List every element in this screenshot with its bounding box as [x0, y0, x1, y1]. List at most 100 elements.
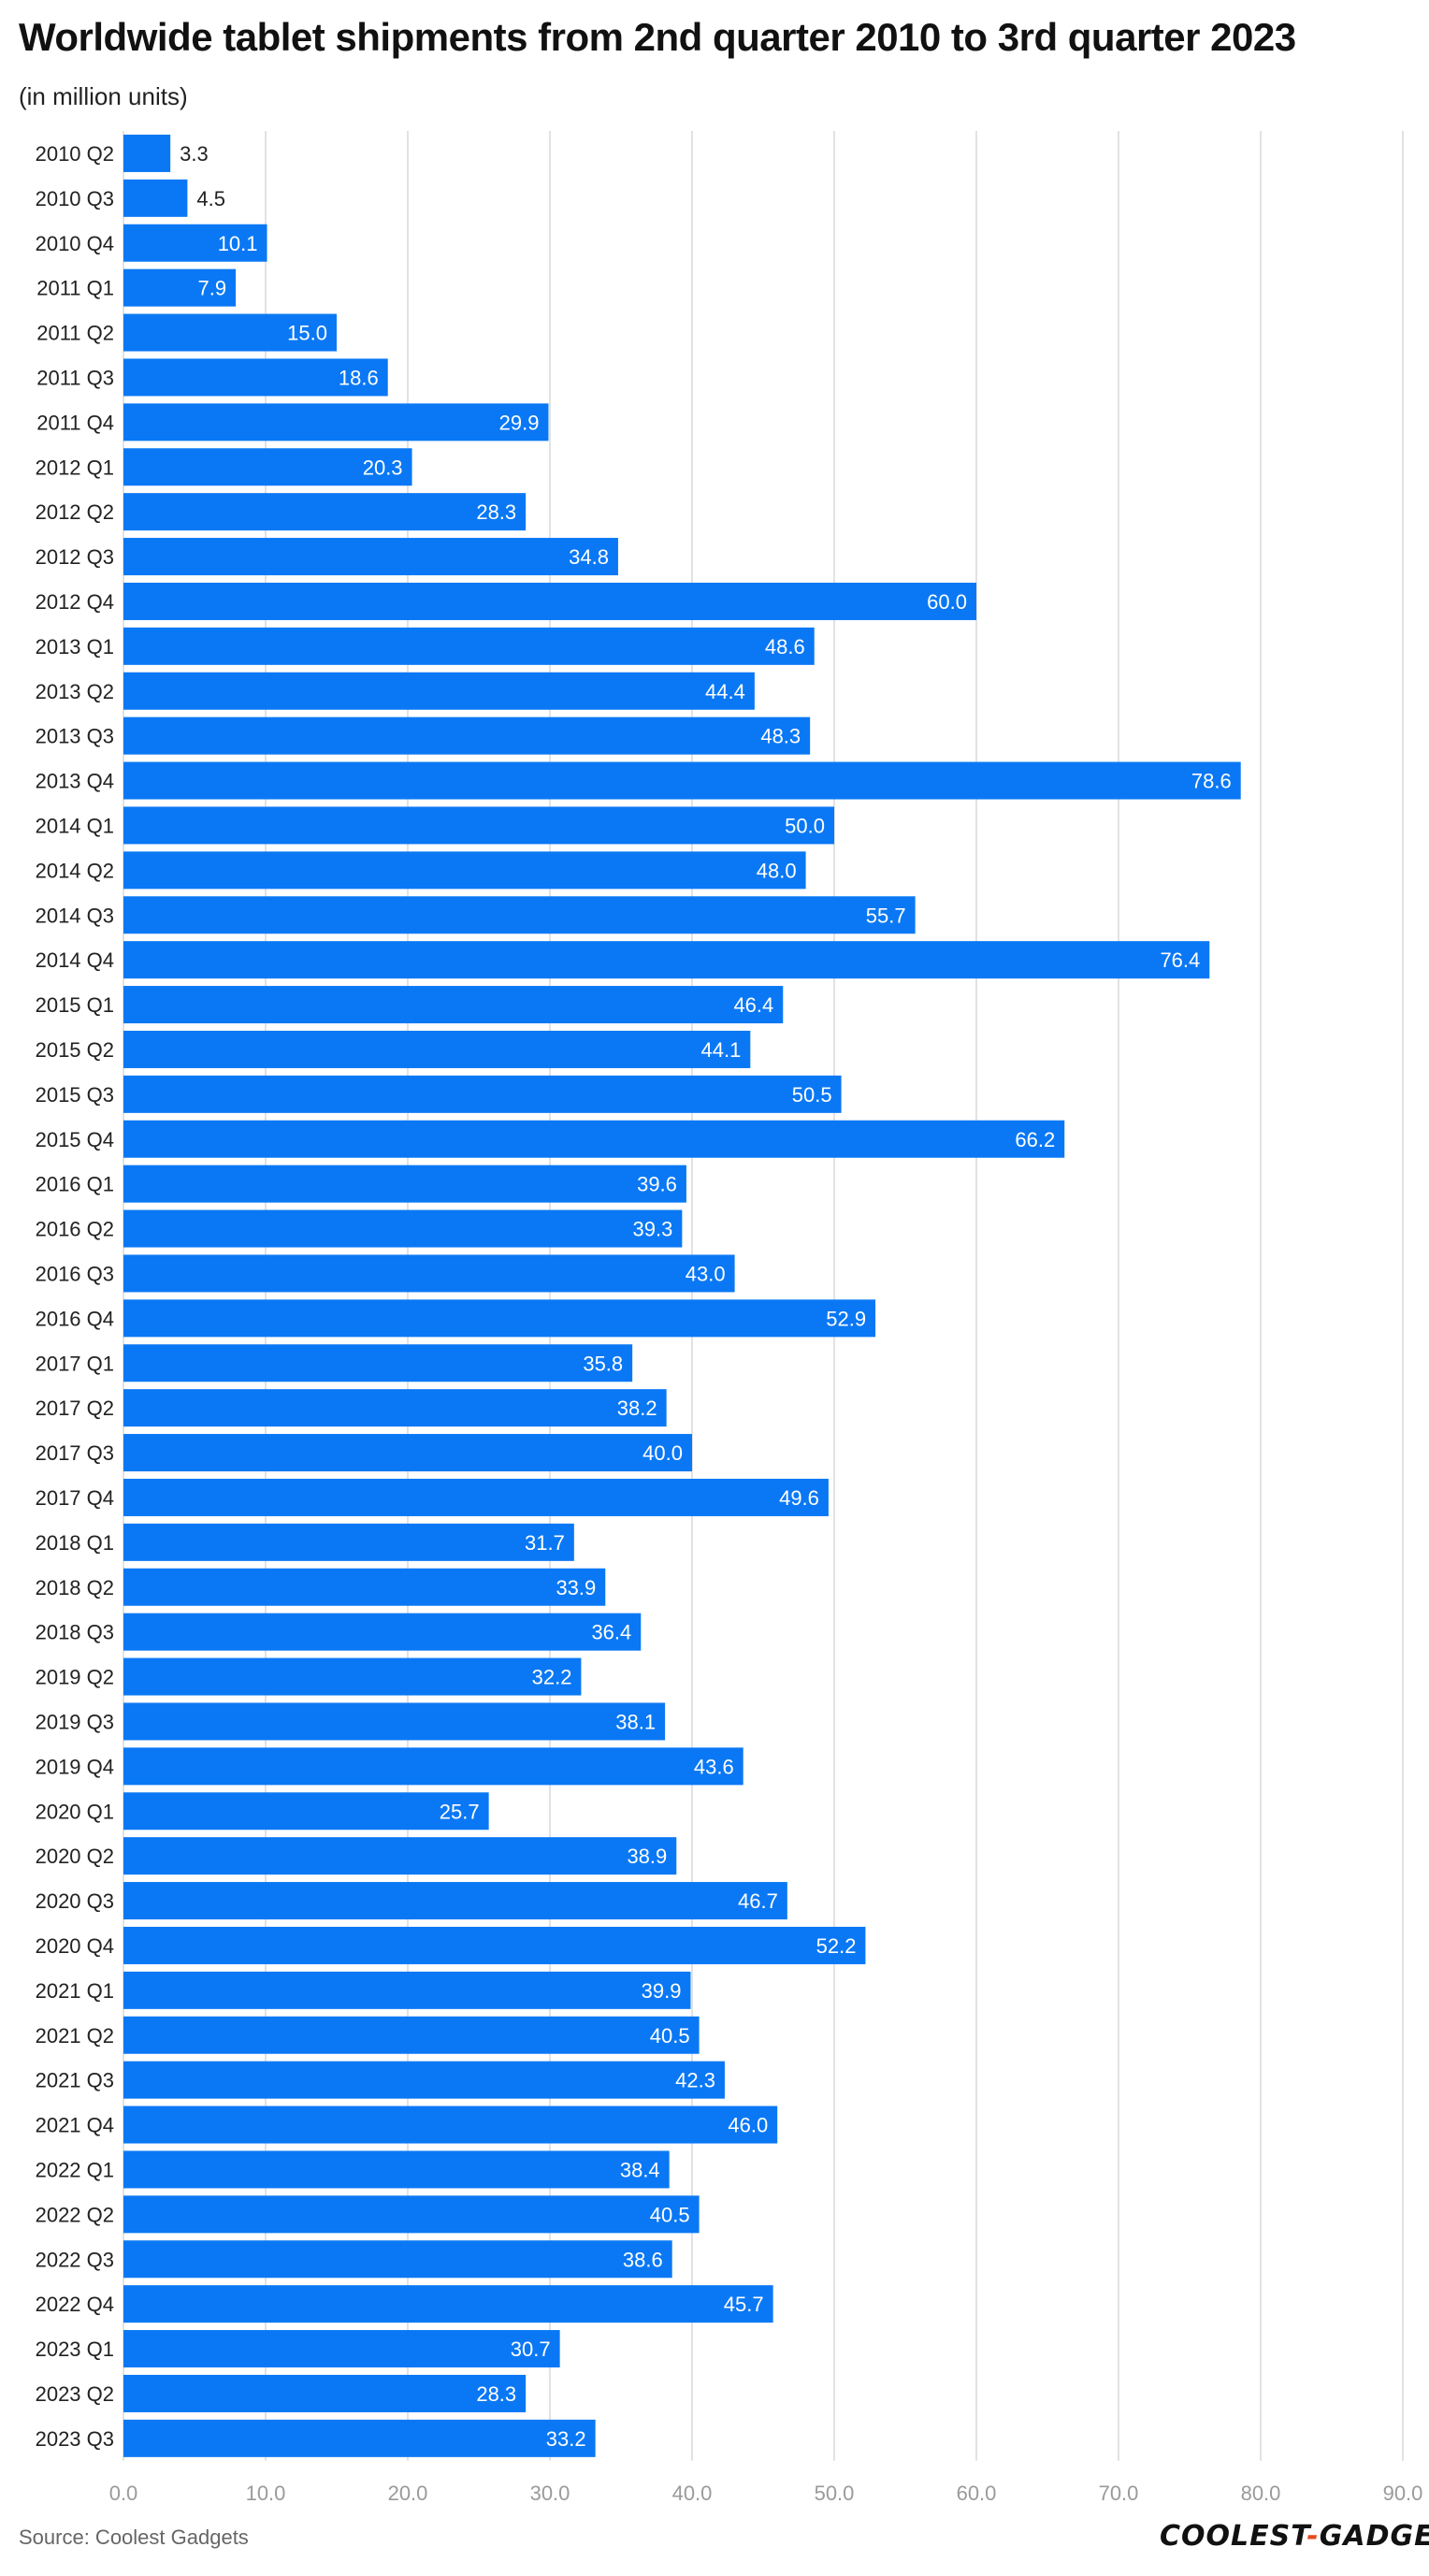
- bar: [123, 1702, 666, 1741]
- data-label: 44.1: [700, 1038, 741, 1062]
- bar: [123, 224, 267, 262]
- data-label: 60.0: [927, 590, 967, 614]
- category-label: 2014 Q4: [36, 948, 114, 972]
- category-label: 2017 Q2: [36, 1397, 114, 1420]
- category-label: 2013 Q4: [36, 770, 114, 793]
- bar: [123, 1926, 866, 1964]
- data-label: 39.3: [633, 1218, 673, 1241]
- x-tick-label: 20.0: [388, 2482, 428, 2505]
- x-tick-label: 80.0: [1241, 2482, 1281, 2505]
- data-label: 76.4: [1160, 948, 1200, 972]
- category-label: 2013 Q2: [36, 680, 114, 703]
- data-label: 52.9: [826, 1307, 866, 1330]
- category-label: 2021 Q2: [36, 2024, 114, 2048]
- category-label: 2016 Q3: [36, 1262, 114, 1285]
- data-label: 15.0: [287, 322, 327, 345]
- bar: [123, 1120, 1065, 1158]
- data-label: 43.0: [686, 1262, 726, 1285]
- data-label: 49.6: [779, 1486, 819, 1510]
- category-label: 2014 Q1: [36, 814, 114, 837]
- data-label: 29.9: [499, 411, 540, 434]
- data-label: 46.4: [733, 993, 773, 1017]
- category-label: 2021 Q3: [36, 2069, 114, 2092]
- bar: [123, 896, 916, 934]
- chart-title: Worldwide tablet shipments from 2nd quar…: [19, 15, 1296, 59]
- category-label: 2017 Q4: [36, 1486, 114, 1510]
- category-label: 2019 Q2: [36, 1666, 114, 1689]
- bar: [123, 2150, 670, 2189]
- category-label: 2022 Q4: [36, 2293, 114, 2316]
- chart-subtitle: (in million units): [19, 82, 188, 110]
- data-label: 38.1: [615, 1710, 656, 1733]
- category-label: 2012 Q4: [36, 590, 114, 614]
- category-label: 2020 Q3: [36, 1889, 114, 1913]
- bar: [123, 1075, 842, 1113]
- x-tick-label: 10.0: [246, 2482, 286, 2505]
- logo-part-2: GADGETS: [1319, 2520, 1429, 2553]
- source-note: Source: Coolest Gadgets: [19, 2525, 249, 2549]
- logo-separator: -: [1306, 2520, 1320, 2553]
- category-label: 2023 Q2: [36, 2382, 114, 2406]
- bar: [123, 493, 527, 531]
- data-label: 33.9: [556, 1576, 596, 1599]
- bar: [123, 358, 388, 397]
- x-tick-label: 30.0: [530, 2482, 570, 2505]
- data-label: 25.7: [440, 1800, 480, 1823]
- x-tick-label: 70.0: [1099, 2482, 1139, 2505]
- bar: [123, 1882, 787, 1920]
- category-label: 2016 Q2: [36, 1218, 114, 1241]
- data-label: 3.3: [180, 142, 209, 166]
- data-label: 4.5: [196, 187, 225, 210]
- category-label: 2015 Q2: [36, 1038, 114, 1062]
- data-label: 18.6: [339, 366, 379, 389]
- data-label: 52.2: [816, 1934, 857, 1958]
- bar: [123, 851, 806, 890]
- data-label: 38.2: [617, 1397, 657, 1420]
- data-label: 35.8: [583, 1352, 623, 1375]
- category-label: 2015 Q4: [36, 1128, 114, 1151]
- category-label: 2019 Q3: [36, 1710, 114, 1733]
- category-label: 2020 Q1: [36, 1800, 114, 1823]
- category-label: 2022 Q1: [36, 2158, 114, 2181]
- category-label: 2018 Q2: [36, 1576, 114, 1599]
- category-label: 2020 Q4: [36, 1934, 114, 1958]
- data-label: 20.3: [363, 456, 403, 479]
- category-label: 2018 Q3: [36, 1621, 114, 1644]
- data-label: 45.7: [724, 2293, 764, 2316]
- data-label: 30.7: [511, 2337, 551, 2361]
- category-label: 2023 Q3: [36, 2427, 114, 2451]
- bar: [123, 1434, 692, 1472]
- category-label: 2023 Q1: [36, 2337, 114, 2361]
- category-label: 2019 Q4: [36, 1755, 114, 1778]
- data-label: 38.6: [623, 2248, 663, 2271]
- bar: [123, 582, 976, 620]
- bar: [123, 1792, 489, 1831]
- category-label: 2010 Q4: [36, 232, 114, 255]
- category-label: 2020 Q2: [36, 1845, 114, 1868]
- category-label: 2022 Q3: [36, 2248, 114, 2271]
- category-label: 2018 Q1: [36, 1531, 114, 1555]
- category-label: 2014 Q2: [36, 859, 114, 882]
- data-label: 66.2: [1015, 1128, 1055, 1151]
- data-label: 39.6: [637, 1173, 677, 1196]
- bar: [123, 179, 188, 217]
- category-label: 2010 Q3: [36, 187, 114, 210]
- data-label: 40.5: [650, 2024, 690, 2048]
- data-label: 48.3: [760, 725, 801, 748]
- category-label: 2010 Q2: [36, 142, 114, 166]
- data-label: 48.6: [765, 635, 805, 658]
- category-label: 2011 Q3: [36, 366, 114, 389]
- data-label: 43.6: [694, 1755, 734, 1778]
- category-label: 2011 Q2: [36, 322, 114, 345]
- bar: [123, 1657, 582, 1696]
- x-tick-label: 0.0: [109, 2482, 138, 2505]
- category-label: 2015 Q1: [36, 993, 114, 1017]
- category-label: 2017 Q1: [36, 1352, 114, 1375]
- x-tick-label: 90.0: [1383, 2482, 1423, 2505]
- data-label: 44.4: [705, 680, 745, 703]
- bar: [123, 2195, 700, 2234]
- category-label: 2013 Q3: [36, 725, 114, 748]
- bar: [123, 313, 337, 352]
- bar: [123, 2419, 596, 2457]
